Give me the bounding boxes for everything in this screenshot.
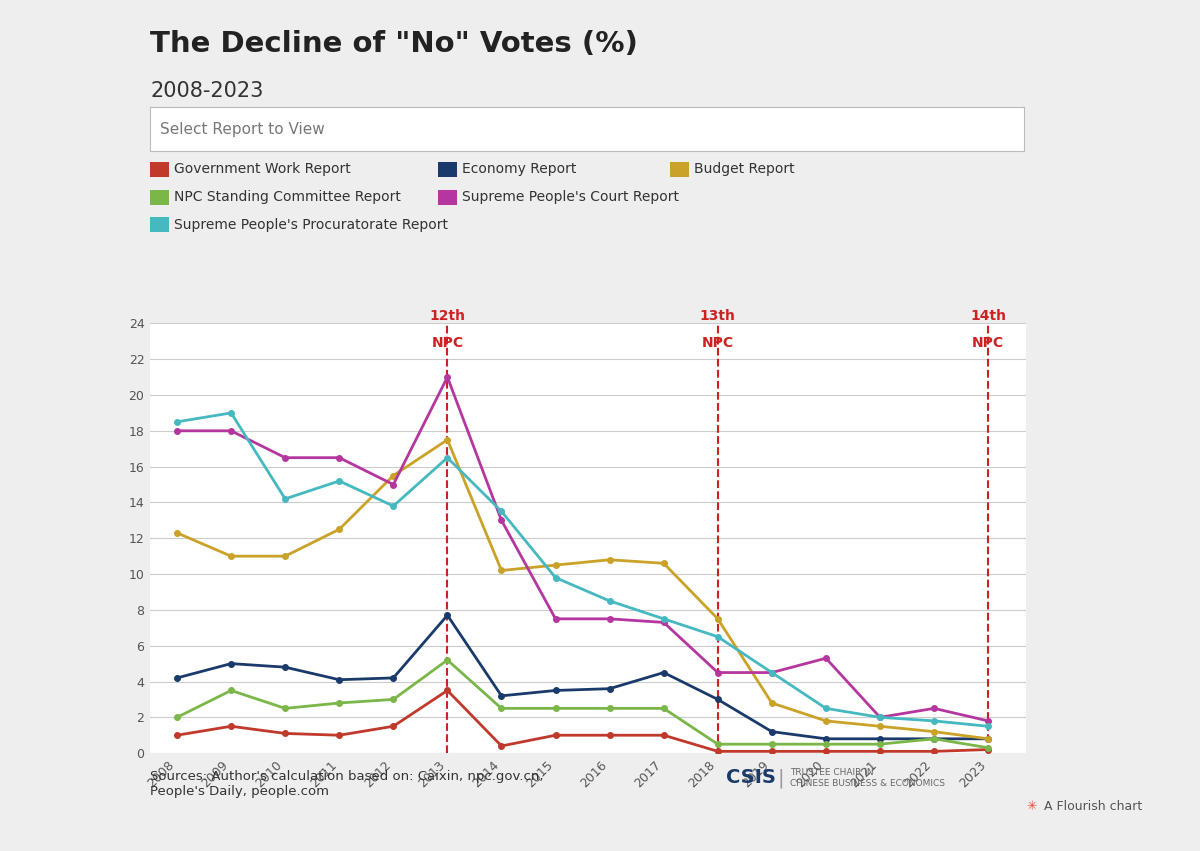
Text: A Flourish chart: A Flourish chart — [1044, 800, 1142, 813]
Text: Supreme People's Procuratorate Report: Supreme People's Procuratorate Report — [174, 218, 448, 231]
Text: Economy Report: Economy Report — [462, 163, 576, 176]
Text: NPC: NPC — [972, 336, 1004, 351]
Text: NPC Standing Committee Report: NPC Standing Committee Report — [174, 191, 401, 204]
Text: Government Work Report: Government Work Report — [174, 163, 350, 176]
Text: Sources: Author's calculation based on: Caixin, npc.gov.cn,
People's Daily, peop: Sources: Author's calculation based on: … — [150, 770, 544, 798]
Text: 12th: 12th — [430, 310, 466, 323]
Text: ✳: ✳ — [1026, 800, 1037, 813]
Text: 2008-2023: 2008-2023 — [150, 81, 263, 101]
Text: |: | — [778, 768, 785, 788]
Text: Select Report to View: Select Report to View — [161, 122, 325, 137]
Text: CSIS: CSIS — [726, 768, 776, 787]
Text: 14th: 14th — [970, 310, 1006, 323]
Text: 13th: 13th — [700, 310, 736, 323]
Text: TRUSTEE CHAIR IN
CHINESE BUSINESS & ECONOMICS: TRUSTEE CHAIR IN CHINESE BUSINESS & ECON… — [790, 768, 944, 788]
Text: The Decline of "No" Votes (%): The Decline of "No" Votes (%) — [150, 30, 638, 58]
Text: NPC: NPC — [431, 336, 463, 351]
Text: Budget Report: Budget Report — [694, 163, 794, 176]
Text: Supreme People's Court Report: Supreme People's Court Report — [462, 191, 679, 204]
Text: NPC: NPC — [702, 336, 734, 351]
